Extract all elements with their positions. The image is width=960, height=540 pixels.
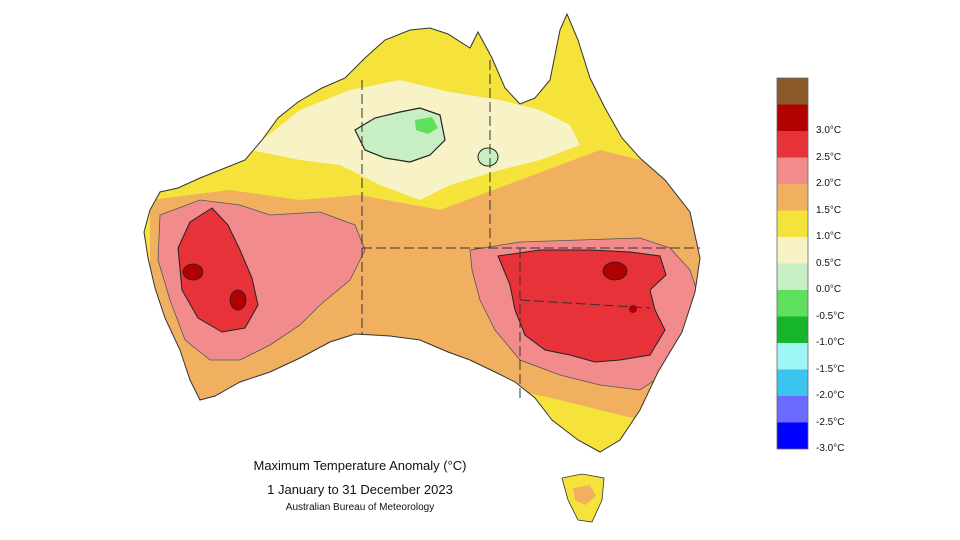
legend-label: -2.0°C (816, 390, 845, 401)
map-source: Australian Bureau of Meteorology (285, 502, 435, 513)
legend-label: 1.0°C (816, 231, 842, 242)
coastline (143, 12, 701, 453)
legend-swatch (777, 184, 808, 211)
legend-swatch (777, 422, 808, 449)
state-borders (361, 60, 700, 400)
legend-swatch (777, 396, 808, 423)
legend-swatch (777, 263, 808, 290)
legend-swatch (777, 131, 808, 158)
legend-label: 3.0°C (816, 125, 842, 136)
mainland-anomaly-field (144, 14, 700, 452)
legend-frame (776, 77, 809, 450)
legend-label: -0.5°C (816, 310, 845, 322)
legend-label: 2.0°C (816, 178, 842, 189)
legend-swatch (777, 369, 808, 396)
legend-label: 1.5°C (816, 204, 842, 216)
legend-label: -2.5°C (816, 416, 845, 428)
map-period: 1 January to 31 December 2023 (267, 482, 453, 497)
legend-swatch (777, 290, 808, 317)
map-title: Maximum Temperature Anomaly (°C) (253, 458, 467, 473)
legend-label: 2.5°C (816, 151, 842, 163)
legend-label: -3.0°C (816, 443, 845, 454)
legend-swatch (777, 104, 808, 131)
legend-color-bar (776, 77, 809, 450)
legend-swatch (777, 237, 808, 264)
legend-label: 0.0°C (816, 284, 842, 295)
legend-label: 0.5°C (816, 257, 842, 269)
legend-swatch (777, 157, 808, 184)
tasmania-anomaly-patch (573, 485, 596, 505)
legend-label: -1.0°C (816, 337, 845, 348)
legend-swatch (777, 210, 808, 237)
legend-swatch (777, 343, 808, 370)
legend-label: -1.5°C (816, 363, 845, 375)
legend-swatch (777, 316, 808, 343)
legend-swatch (777, 78, 808, 105)
